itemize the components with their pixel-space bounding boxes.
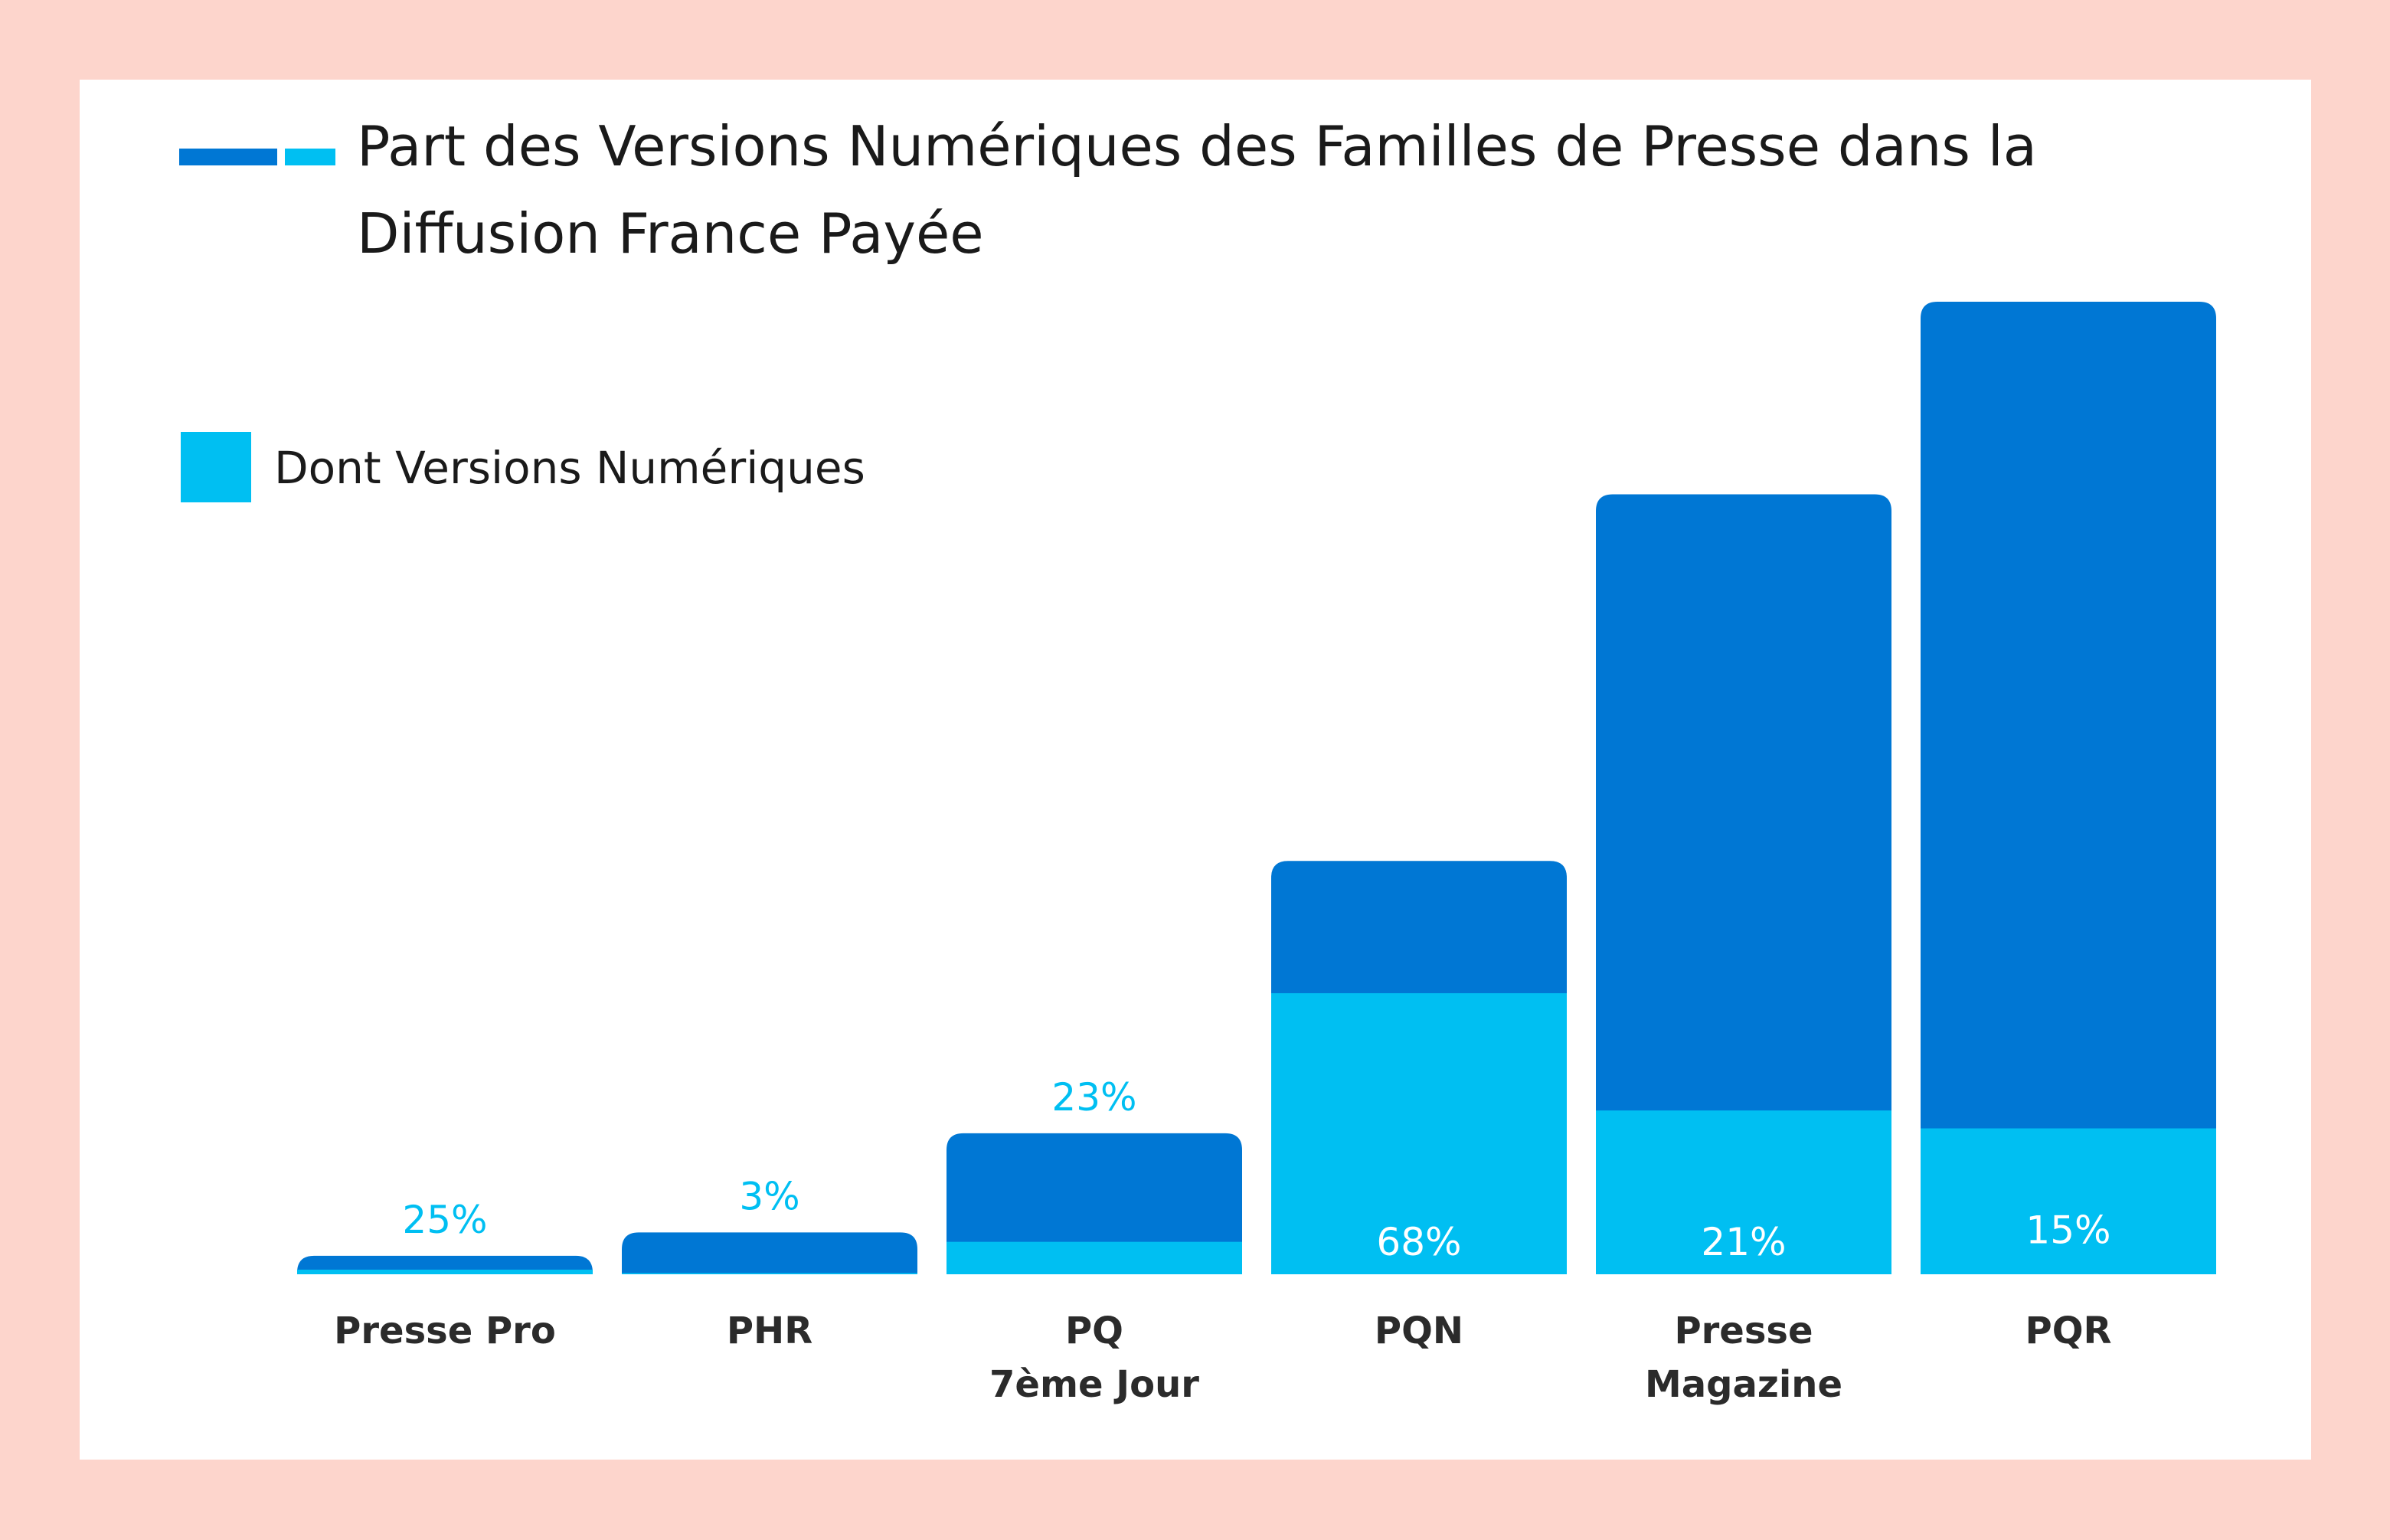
bar-numeric bbox=[1271, 992, 1567, 1274]
title-swatch-total bbox=[179, 149, 277, 165]
bar-group-3: 68% PQN bbox=[1271, 861, 1567, 1352]
data-label: 3% bbox=[739, 1174, 799, 1218]
category-label: Magazine bbox=[1645, 1363, 1842, 1406]
category-label: PQN bbox=[1375, 1309, 1463, 1352]
bar-group-4: 21% Presse Magazine bbox=[1596, 494, 1891, 1406]
title-swatch-numeric bbox=[285, 149, 335, 165]
chart-title: Part des Versions Numériques des Famille… bbox=[357, 114, 2037, 266]
chart-card: Part des Versions Numériques des Famille… bbox=[80, 80, 2311, 1460]
bar-total bbox=[622, 1232, 917, 1274]
category-label: PHR bbox=[727, 1309, 812, 1352]
data-label: 68% bbox=[1376, 1220, 1461, 1264]
data-label: 25% bbox=[402, 1198, 487, 1242]
data-label: 23% bbox=[1051, 1075, 1136, 1120]
category-label: PQ bbox=[1065, 1309, 1123, 1352]
bar-chart: 25% Presse Pro 3% PHR 23% PQ 7ème Jour 68% PQN 21… bbox=[297, 302, 2216, 1406]
bar-group-0: 25% Presse Pro bbox=[297, 1198, 593, 1352]
category-label: Presse bbox=[1674, 1309, 1813, 1352]
bar-numeric bbox=[1921, 1128, 2216, 1274]
bar-numeric bbox=[297, 1269, 593, 1274]
category-label: 7ème Jour bbox=[989, 1363, 1199, 1406]
legend-swatch-numeric bbox=[181, 432, 251, 502]
bar-numeric bbox=[622, 1273, 917, 1274]
data-label: 15% bbox=[2025, 1208, 2110, 1253]
bar-total bbox=[947, 1133, 1242, 1274]
bar-total bbox=[1596, 494, 1891, 1274]
data-label: 21% bbox=[1701, 1220, 1786, 1264]
bar-group-1: 3% PHR bbox=[622, 1174, 917, 1352]
bar-group-5: 15% PQR bbox=[1921, 302, 2216, 1352]
legend-label-numeric: Dont Versions Numériques bbox=[274, 442, 865, 494]
bar-group-2: 23% PQ 7ème Jour bbox=[947, 1075, 1242, 1406]
bar-numeric bbox=[947, 1241, 1242, 1274]
category-label: Presse Pro bbox=[334, 1309, 556, 1352]
bar-total bbox=[1921, 302, 2216, 1274]
bar-numeric bbox=[1596, 1110, 1891, 1274]
category-label: PQR bbox=[2025, 1309, 2112, 1352]
